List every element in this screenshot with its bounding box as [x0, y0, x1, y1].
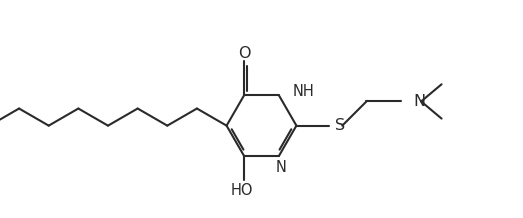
Text: N: N [276, 160, 287, 175]
Text: HO: HO [231, 183, 253, 198]
Text: O: O [238, 46, 251, 61]
Text: N: N [413, 94, 425, 109]
Text: NH: NH [292, 84, 314, 99]
Text: S: S [335, 118, 345, 133]
